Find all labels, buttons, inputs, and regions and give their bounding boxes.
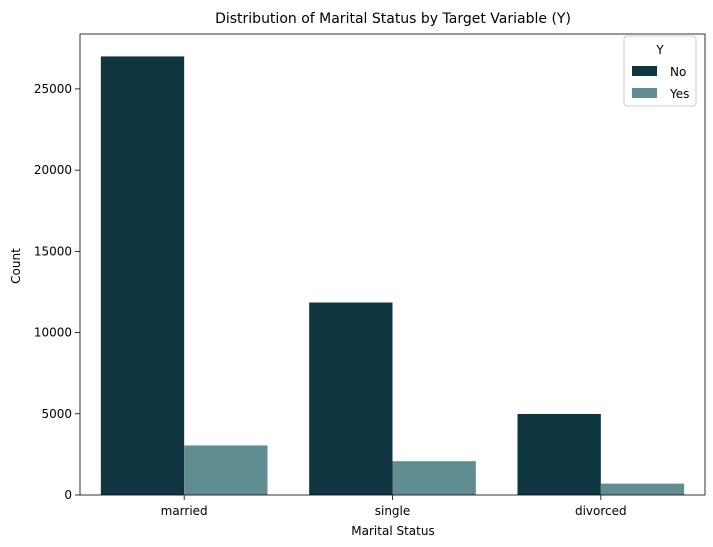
x-tick-label-single: single — [375, 504, 411, 518]
x-tick-label-married: married — [161, 504, 208, 518]
chart-title: Distribution of Marital Status by Target… — [215, 11, 571, 27]
plot-frame — [79, 33, 706, 496]
legend-swatch-yes — [632, 88, 657, 98]
bar-no-married — [100, 56, 185, 495]
y-tick-label-10000: 10000 — [34, 326, 72, 340]
legend-swatch-no — [632, 66, 657, 76]
x-tick-label-divorced: divorced — [575, 504, 627, 518]
y-tick-label-5000: 5000 — [41, 407, 72, 421]
bar-no-single — [309, 302, 393, 495]
legend-title: Y — [655, 43, 664, 57]
y-tick-label-20000: 20000 — [34, 163, 72, 177]
x-axis: married single divorced — [161, 495, 627, 518]
y-tick-label-15000: 15000 — [34, 244, 72, 258]
legend-label-yes: Yes — [669, 87, 689, 101]
legend-label-no: No — [670, 65, 686, 79]
bar-no-divorced — [517, 413, 601, 495]
legend: Y No Yes — [623, 35, 697, 107]
y-axis-label: Count — [9, 248, 23, 284]
bars-group — [100, 56, 685, 495]
bar-yes-divorced — [600, 483, 685, 495]
bar-yes-single — [392, 461, 476, 495]
y-axis: 0 5000 10000 15000 20000 25000 — [34, 82, 80, 502]
bar-yes-married — [184, 445, 268, 495]
y-tick-label-0: 0 — [64, 488, 72, 502]
x-axis-label: Marital Status — [351, 524, 434, 538]
plot-border — [79, 33, 706, 496]
legend-items: No Yes — [632, 65, 689, 101]
y-tick-label-25000: 25000 — [34, 82, 72, 96]
